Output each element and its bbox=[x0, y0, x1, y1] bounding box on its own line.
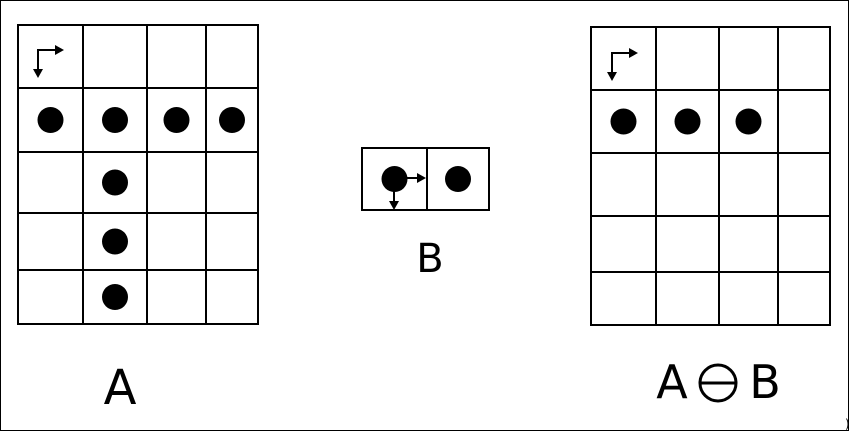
grid-result-border bbox=[590, 26, 831, 326]
grid-a-dot bbox=[102, 107, 128, 133]
label-b: B bbox=[416, 236, 443, 282]
grid-a-dot bbox=[102, 169, 128, 196]
label-a: A bbox=[104, 360, 137, 416]
grid-b bbox=[361, 147, 490, 211]
grid-a-dot bbox=[102, 284, 128, 310]
grid-a-dot bbox=[37, 107, 64, 133]
origin-arrows-icon bbox=[607, 48, 638, 81]
grid-result-dot bbox=[610, 108, 637, 135]
grid-a-border bbox=[17, 24, 259, 325]
grid-b-border bbox=[361, 147, 490, 211]
label-result: A B bbox=[656, 355, 781, 409]
origin-arrows-icon bbox=[33, 45, 64, 78]
grid-result-dot bbox=[674, 108, 701, 135]
grid-result-dot bbox=[735, 108, 762, 135]
label-result-b: B bbox=[749, 355, 781, 409]
grid-b-dot bbox=[445, 166, 471, 192]
erosion-operator-icon bbox=[698, 363, 738, 403]
grid-a bbox=[17, 24, 259, 325]
grid-a-dot bbox=[102, 228, 128, 255]
origin-arrows-icon bbox=[389, 173, 426, 210]
corner-mark: ) bbox=[845, 417, 850, 431]
grid-a-dot bbox=[219, 107, 245, 133]
grid-result bbox=[590, 26, 831, 326]
grid-a-dot bbox=[163, 107, 190, 133]
label-result-a: A bbox=[656, 355, 688, 409]
